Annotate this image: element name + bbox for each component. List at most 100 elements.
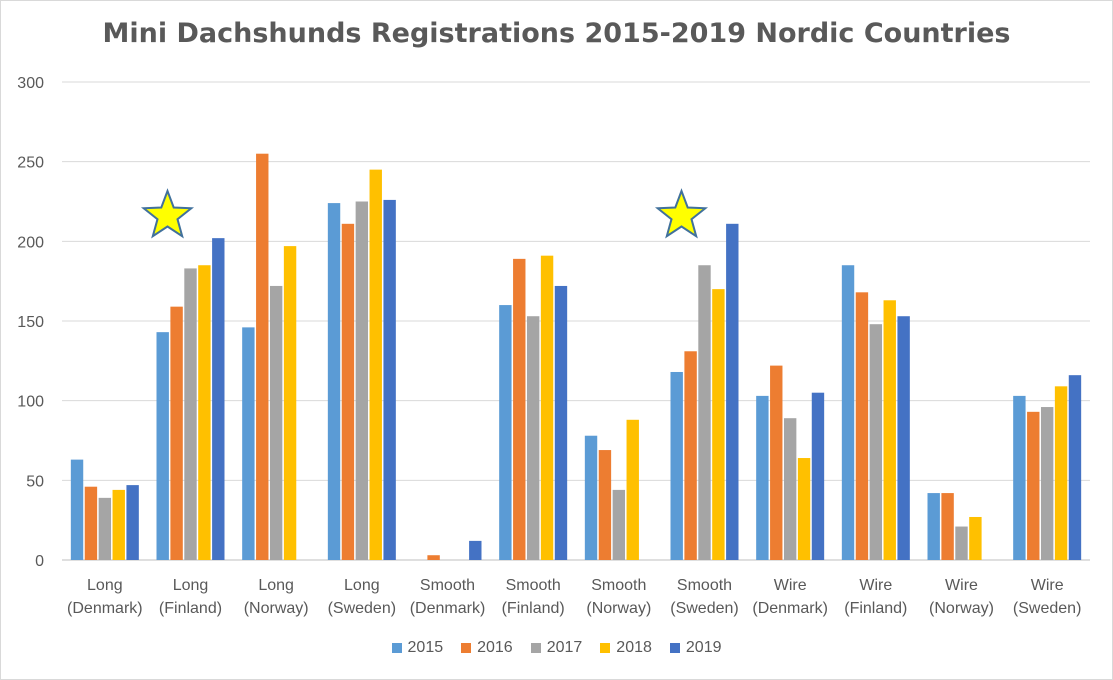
bar-2016	[684, 351, 697, 560]
bar-2016	[855, 292, 869, 560]
x-tick-label: (Finland)	[159, 600, 222, 617]
bar-2015	[841, 265, 855, 560]
x-tick-label: Long	[87, 577, 123, 594]
bar-2015	[670, 371, 683, 560]
bar-2019	[212, 238, 225, 560]
y-tick-label: 0	[35, 553, 44, 570]
bar-2016	[341, 223, 355, 560]
legend-label: 2019	[685, 639, 722, 656]
bar-2018	[1054, 386, 1068, 560]
bar-2017	[1040, 407, 1054, 560]
bar-2016	[941, 493, 954, 560]
x-tick-label: Wire	[1031, 577, 1064, 594]
bar-2015	[242, 327, 255, 560]
bar-2019	[126, 485, 139, 560]
x-tick-label: Smooth	[591, 577, 646, 594]
bar-2019	[897, 316, 910, 560]
x-tick-label: (Sweden)	[670, 600, 738, 617]
bar-2016	[84, 486, 98, 560]
bar-2015	[927, 493, 940, 560]
bar-2015	[70, 459, 84, 560]
x-tick-label: (Denmark)	[67, 600, 143, 617]
bar-2015	[156, 332, 169, 560]
chart-legend: 2015 2016 2017 2018 2019	[0, 639, 1113, 657]
x-tick-label: (Sweden)	[328, 600, 396, 617]
x-tick-label: Long	[173, 577, 209, 594]
bar-2018	[883, 300, 896, 560]
bar-2019	[554, 285, 568, 560]
y-tick-label: 50	[26, 473, 44, 490]
legend-swatch	[391, 643, 402, 653]
star-annotation	[140, 188, 195, 239]
legend-item: 2018	[600, 639, 652, 657]
bar-2019	[383, 199, 396, 560]
x-tick-label: (Norway)	[929, 600, 994, 617]
bar-2017	[184, 268, 197, 560]
legend-item: 2017	[530, 639, 583, 657]
legend-label: 2015	[407, 639, 444, 656]
x-tick-label: (Finland)	[502, 600, 565, 617]
bar-2018	[540, 255, 554, 560]
legend-label: 2018	[616, 639, 652, 656]
x-tick-label: (Finland)	[844, 600, 907, 617]
bar-2015	[756, 395, 769, 560]
x-tick-label: Smooth	[506, 577, 561, 594]
bar-2019	[811, 392, 825, 560]
legend-swatch	[530, 643, 541, 653]
legend-label: 2016	[477, 639, 513, 656]
y-tick-label: 250	[17, 155, 44, 172]
bar-2015	[499, 305, 512, 560]
x-tick-label: (Norway)	[244, 600, 309, 617]
bar-2017	[955, 526, 968, 560]
bar-2015	[1013, 395, 1026, 560]
bar-2017	[698, 265, 711, 560]
x-tick-label: Wire	[859, 577, 892, 594]
bar-2018	[712, 289, 725, 560]
x-tick-label: Wire	[774, 577, 807, 594]
y-tick-label: 300	[17, 75, 44, 92]
bar-2018	[283, 246, 297, 560]
bar-2018	[198, 265, 211, 560]
bar-2017	[869, 324, 883, 560]
bar-2017	[269, 285, 283, 560]
bar-2016	[427, 555, 440, 560]
bar-2016	[170, 306, 183, 560]
bar-2018	[112, 489, 125, 560]
bar-2018	[797, 458, 811, 560]
bar-2017	[526, 316, 540, 560]
bar-2016	[1027, 411, 1040, 560]
y-tick-label: 200	[17, 234, 44, 251]
x-tick-label: Smooth	[420, 577, 475, 594]
bar-2018	[969, 516, 982, 560]
bar-2016	[256, 153, 269, 560]
x-tick-label: Wire	[945, 577, 978, 594]
bar-2018	[626, 419, 639, 560]
legend-swatch	[461, 643, 472, 653]
legend-label: 2017	[546, 639, 583, 656]
y-tick-label: 100	[17, 394, 44, 411]
bar-2019	[469, 540, 482, 560]
chart-title: Mini Dachshunds Registrations 2015-2019 …	[102, 18, 1011, 49]
y-tick-label: 150	[17, 314, 44, 331]
bar-2017	[612, 489, 626, 560]
x-tick-label: (Denmark)	[410, 600, 486, 617]
x-tick-label: (Sweden)	[1013, 600, 1081, 617]
legend-item: 2016	[461, 639, 513, 657]
x-tick-label: Long	[344, 577, 380, 594]
bar-2019	[726, 223, 739, 560]
bar-2018	[369, 169, 382, 560]
bar-2017	[783, 418, 797, 560]
x-tick-label: Smooth	[677, 577, 732, 594]
bar-2017	[98, 497, 112, 560]
legend-item: 2019	[669, 639, 722, 657]
bar-2015	[584, 435, 598, 560]
legend-swatch	[669, 643, 680, 653]
legend-swatch	[600, 643, 611, 653]
bar-2016	[770, 365, 783, 560]
bar-2016	[513, 258, 526, 560]
x-tick-label: (Norway)	[586, 600, 651, 617]
star-annotation	[654, 188, 709, 239]
bar-2019	[1068, 375, 1082, 560]
bar-2016	[598, 450, 612, 560]
